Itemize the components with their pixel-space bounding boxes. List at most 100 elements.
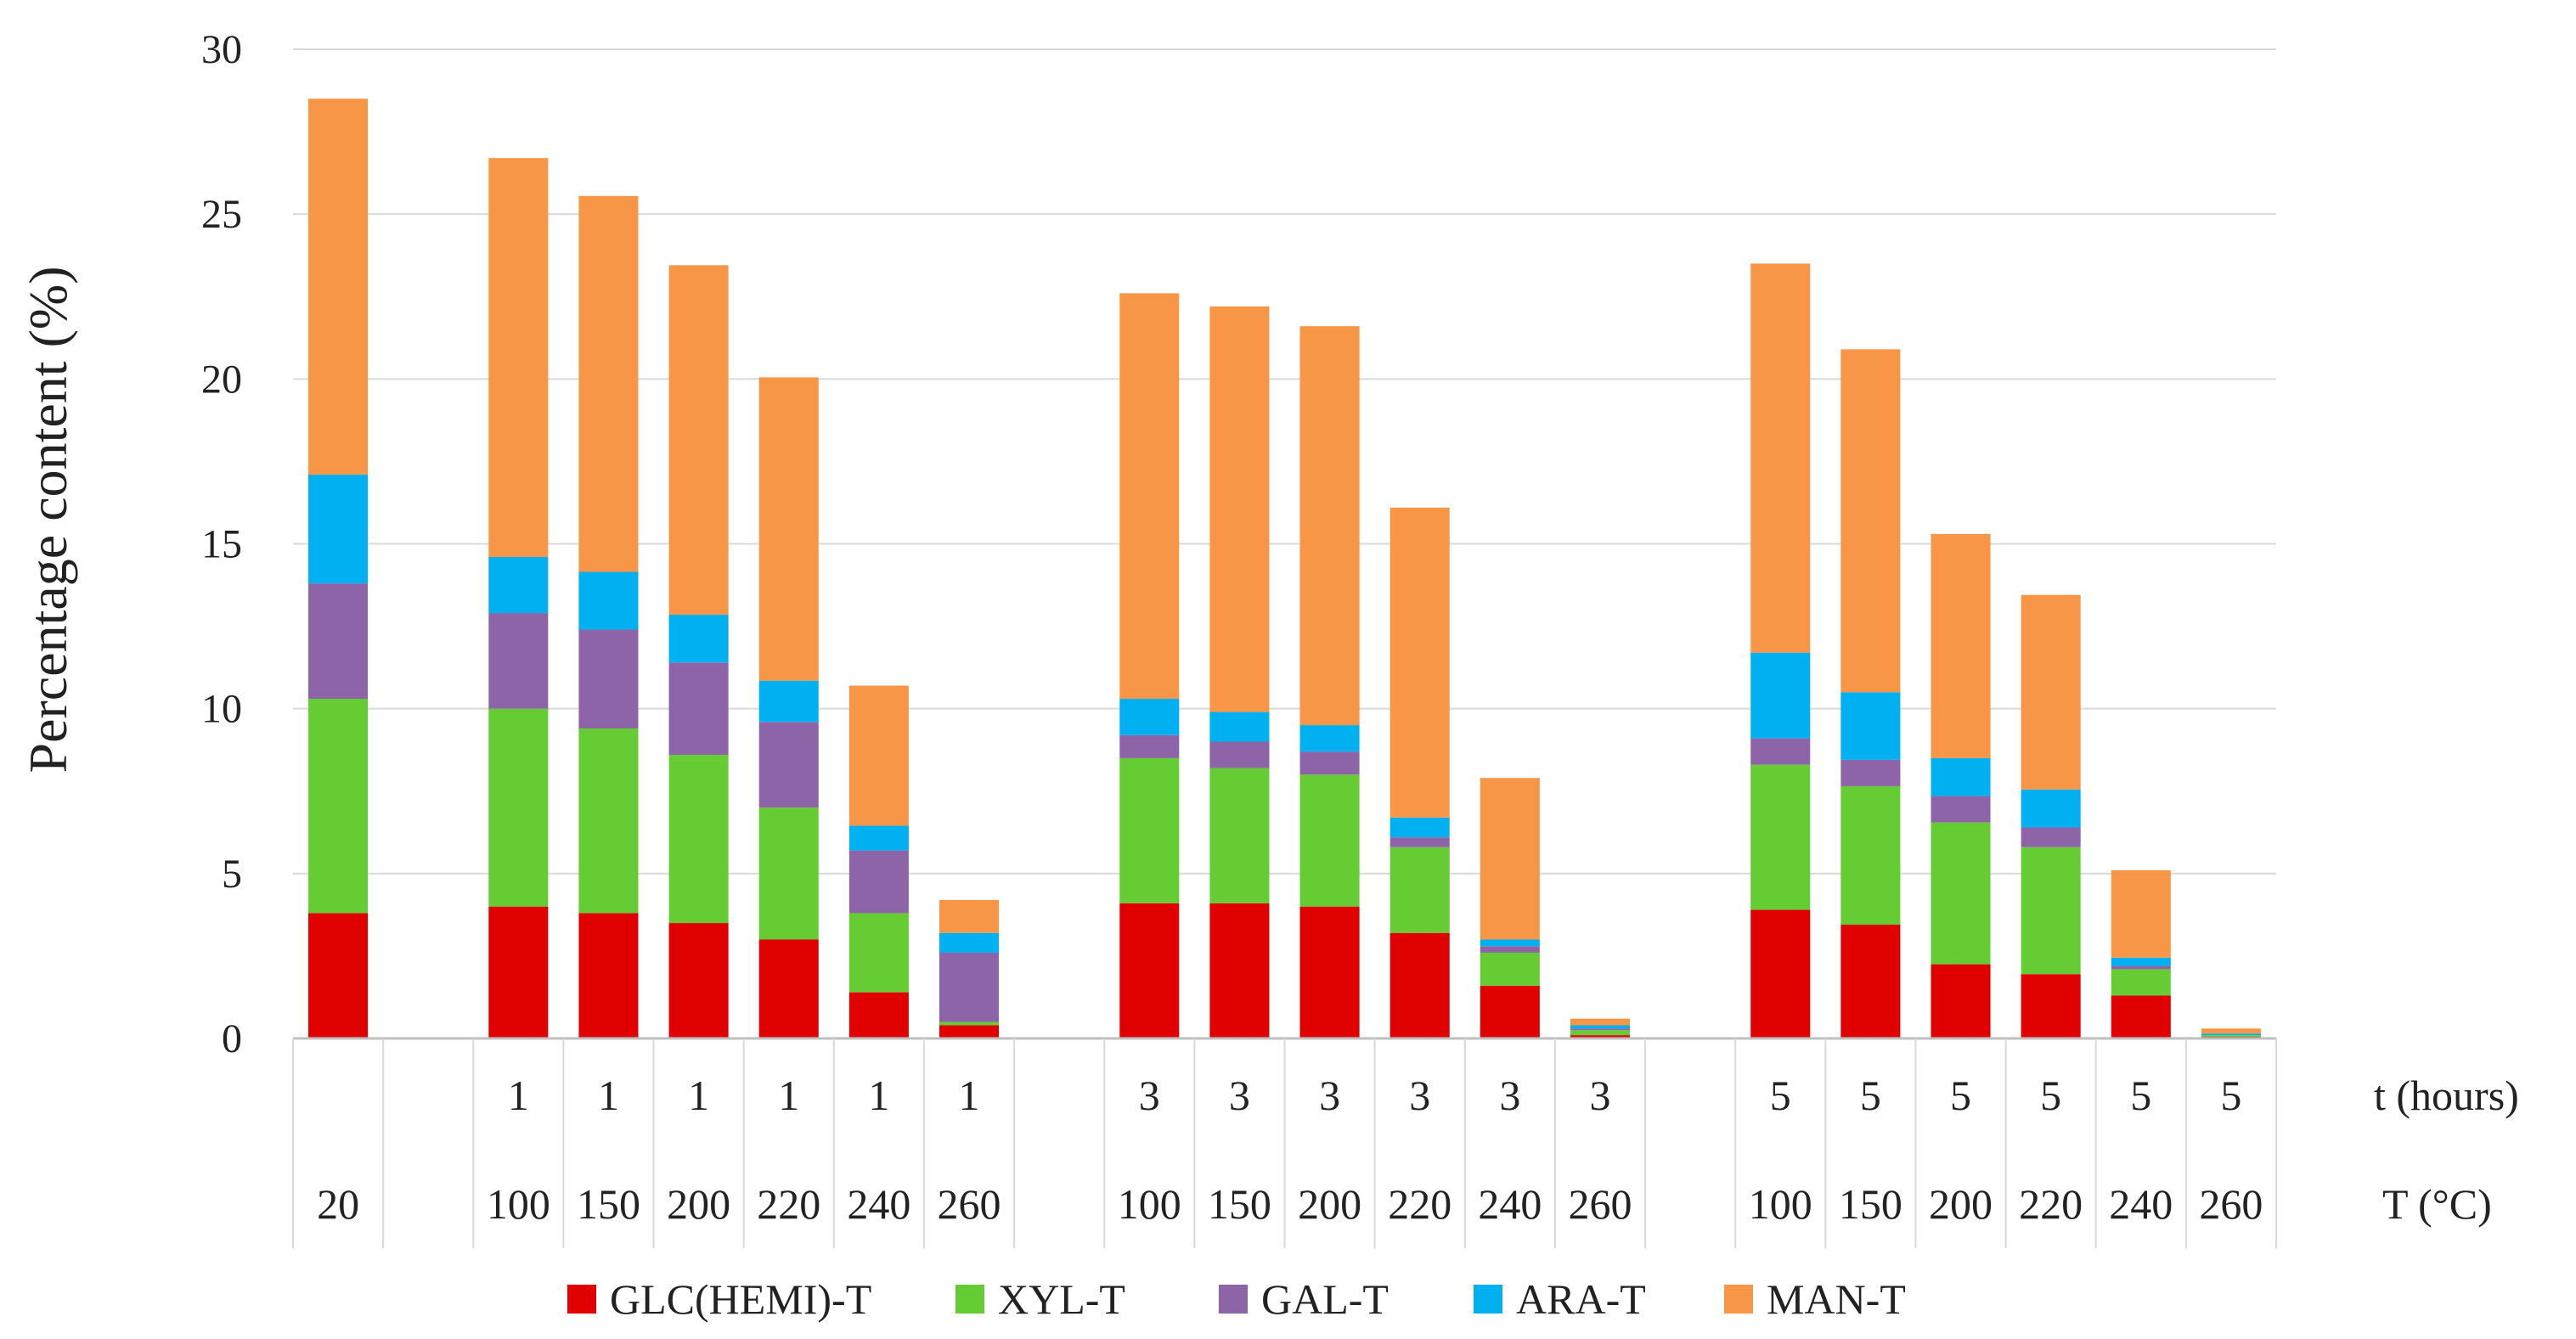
bar-segment xyxy=(848,913,909,993)
y-tick-label: 30 xyxy=(201,27,242,72)
bar-segment xyxy=(939,1021,1000,1026)
bar-segment xyxy=(1389,837,1450,847)
bar-segment xyxy=(939,953,1000,1022)
legend-swatch xyxy=(1474,1285,1502,1314)
bar-segment xyxy=(2021,827,2081,847)
bar-segment xyxy=(939,1025,1000,1038)
temperature-row-label: T (°C) xyxy=(2382,1180,2492,1228)
bar-segment xyxy=(1750,263,1811,653)
time-tick-label: 3 xyxy=(1229,1072,1250,1119)
temperature-tick-label: 200 xyxy=(1298,1180,1361,1228)
time-tick-label: 5 xyxy=(1770,1072,1791,1119)
time-tick-label: 1 xyxy=(868,1072,889,1119)
temperature-tick-label: 240 xyxy=(2109,1180,2173,1228)
time-tick-label: 3 xyxy=(1319,1072,1340,1119)
bar-segment xyxy=(1389,507,1450,818)
y-axis-title: Percentage content (%) xyxy=(18,266,78,773)
temperature-tick-label: 150 xyxy=(1839,1180,1902,1228)
bar-segment xyxy=(1209,712,1270,742)
time-tick-label: 1 xyxy=(598,1072,619,1119)
legend-label: GLC(HEMI)-T xyxy=(610,1275,871,1323)
bar-segment xyxy=(848,825,909,851)
time-tick-label: 5 xyxy=(2220,1072,2241,1119)
bar-segment xyxy=(2201,1028,2261,1034)
y-tick-label: 25 xyxy=(201,192,242,237)
temperature-tick-label: 240 xyxy=(1478,1180,1542,1228)
bar-segment xyxy=(1931,533,1991,758)
bar-segment xyxy=(1480,985,1540,1038)
time-tick-label: 3 xyxy=(1499,1072,1520,1119)
temperature-tick-label: 220 xyxy=(1388,1180,1451,1228)
bar-segment xyxy=(1480,778,1540,940)
bar-segment xyxy=(488,906,549,1038)
bar-segment xyxy=(2111,869,2171,958)
time-row-label: t (hours) xyxy=(2374,1072,2519,1119)
bar-segment xyxy=(1931,757,1991,796)
bar-segment xyxy=(308,913,369,1038)
bar-segment xyxy=(578,728,639,914)
temperature-tick-label: 260 xyxy=(2199,1180,2263,1228)
time-tick-label: 1 xyxy=(508,1072,529,1119)
bar-segment xyxy=(2111,969,2171,996)
legend-label: ARA-T xyxy=(1516,1275,1646,1323)
legend-swatch xyxy=(1219,1285,1248,1314)
y-tick-label: 5 xyxy=(222,852,242,897)
bar-segment xyxy=(1209,768,1270,903)
bar-segment xyxy=(1389,847,1450,933)
time-tick-label: 1 xyxy=(778,1072,799,1119)
bar-segment xyxy=(578,913,639,1038)
time-tick-label: 1 xyxy=(688,1072,709,1119)
legend-swatch xyxy=(955,1285,984,1314)
bar-segment xyxy=(1931,822,1991,965)
bar-segment xyxy=(2111,965,2171,970)
bar-segment xyxy=(668,755,729,924)
bar-segment xyxy=(1299,326,1360,726)
bar-segment xyxy=(848,850,909,914)
bar-segment xyxy=(1570,1035,1631,1038)
bar-segment xyxy=(1840,925,1901,1038)
bar-segment xyxy=(2111,995,2171,1038)
bar-segment xyxy=(848,685,909,826)
bar-segment xyxy=(1299,774,1360,907)
y-tick-label: 15 xyxy=(201,522,242,567)
bar-segment xyxy=(1209,903,1270,1038)
bar-segment xyxy=(668,614,729,663)
time-tick-label: 5 xyxy=(1860,1072,1881,1119)
y-tick-label: 10 xyxy=(201,687,242,732)
bar-segment xyxy=(758,939,819,1038)
bar-segment xyxy=(2111,957,2171,966)
bar-segment xyxy=(1570,1030,1631,1036)
bar-segment xyxy=(2021,847,2081,975)
bar-segment xyxy=(1209,306,1270,712)
legend-swatch xyxy=(1724,1285,1753,1314)
bar-segment xyxy=(1119,293,1180,700)
bar-segment xyxy=(758,680,819,723)
temperature-tick-label: 100 xyxy=(1118,1180,1181,1228)
y-tick-label: 0 xyxy=(222,1016,242,1061)
bar-segment xyxy=(1480,946,1540,954)
bar-segment xyxy=(1840,759,1901,786)
bar-segment xyxy=(1480,939,1540,947)
bar-segment xyxy=(1389,932,1450,1038)
bar-segment xyxy=(1840,785,1901,925)
bar-segment xyxy=(308,98,369,475)
time-tick-label: 3 xyxy=(1409,1072,1430,1119)
bar-segment xyxy=(1570,1018,1631,1026)
bar-segment xyxy=(1209,741,1270,768)
bar-segment xyxy=(1119,734,1180,758)
bar-segment xyxy=(1840,692,1901,760)
bar-segment xyxy=(758,807,819,940)
bar-segment xyxy=(488,557,549,614)
bar-segment xyxy=(668,265,729,615)
bars xyxy=(308,98,2261,1038)
legend-label: GAL-T xyxy=(1261,1275,1389,1323)
bar-segment xyxy=(1931,796,1991,823)
y-tick-label: 20 xyxy=(201,357,242,402)
legend-label: MAN-T xyxy=(1767,1275,1906,1323)
temperature-tick-label: 260 xyxy=(938,1180,1001,1228)
bar-segment xyxy=(939,899,1000,933)
bar-segment xyxy=(1750,738,1811,765)
